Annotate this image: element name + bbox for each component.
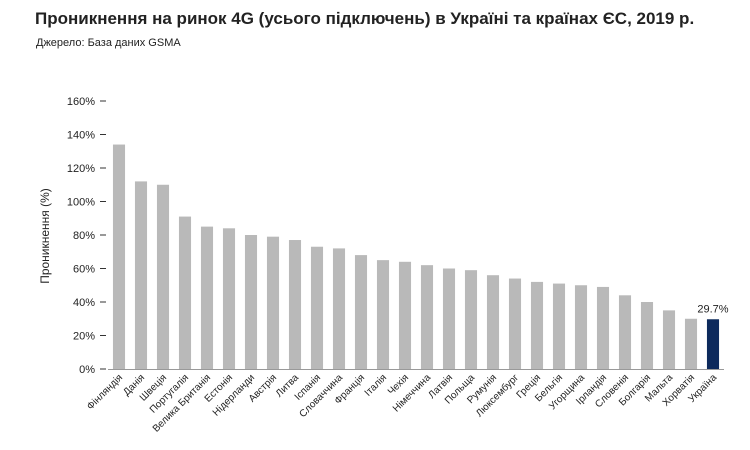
y-tick-label: 160% [67,96,95,108]
bar [552,283,566,369]
bar [508,278,522,369]
y-tick-label: 0% [79,364,95,376]
bar [134,181,148,369]
bar [574,285,588,369]
y-tick-label: 80% [73,230,95,242]
bar [486,275,500,369]
bar [288,240,302,369]
x-tick-label: Італія [363,372,389,398]
data-label: 29.7% [697,303,728,315]
bar [200,226,214,369]
bar [706,319,720,369]
bar [266,236,280,369]
bar [684,318,698,369]
y-tick-label: 60% [73,264,95,276]
bar [112,144,126,369]
y-tick-label: 20% [73,331,95,343]
bar [244,235,258,369]
y-tick-label: 40% [73,297,95,309]
bar [442,268,456,369]
bar [398,261,412,369]
bar [640,302,654,369]
y-tick-label: 140% [67,130,95,142]
bar [332,248,346,369]
bar [178,216,192,369]
bar [420,265,434,369]
bar [596,286,610,369]
bar [662,310,676,369]
bar [530,281,544,369]
chart-title: Проникнення на ринок 4G (усього підключе… [35,9,695,28]
bar [618,295,632,369]
x-tick-label: Фінляндія [85,372,125,412]
y-axis-label: Проникнення (%) [38,188,52,284]
chart-source: Джерело: База даних GSMA [36,37,181,49]
bar [310,246,324,369]
bar [354,255,368,369]
y-tick-label: 120% [67,163,95,175]
bar [376,260,390,369]
bar [222,228,236,369]
bar [464,270,478,369]
bar [156,184,170,369]
y-tick-label: 100% [67,197,95,209]
